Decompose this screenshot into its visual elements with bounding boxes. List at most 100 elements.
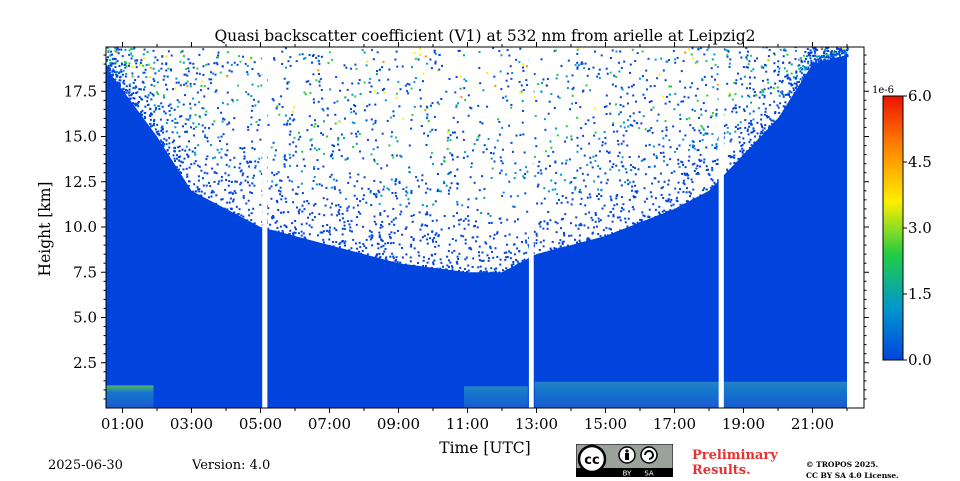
noise-pixel bbox=[705, 84, 707, 87]
noise-pixel bbox=[787, 92, 790, 95]
noise-pixel bbox=[118, 72, 121, 75]
noise-pixel bbox=[784, 75, 787, 78]
noise-pixel bbox=[605, 182, 608, 185]
noise-pixel bbox=[623, 60, 626, 63]
noise-pixel bbox=[467, 269, 470, 272]
noise-pixel bbox=[419, 97, 422, 100]
noise-pixel bbox=[799, 78, 802, 81]
noise-pixel bbox=[799, 84, 802, 87]
noise-pixel bbox=[106, 47, 109, 49]
noise-pixel bbox=[184, 122, 187, 125]
noise-pixel bbox=[668, 85, 671, 88]
noise-pixel bbox=[734, 130, 737, 133]
noise-pixel bbox=[275, 199, 278, 202]
noise-pixel bbox=[543, 197, 546, 200]
noise-pixel bbox=[803, 74, 805, 77]
noise-pixel bbox=[770, 122, 773, 125]
noise-pixel bbox=[210, 195, 213, 198]
noise-pixel bbox=[596, 75, 599, 78]
noise-pixel bbox=[321, 108, 324, 111]
noise-pixel bbox=[156, 91, 158, 94]
noise-pixel bbox=[483, 188, 486, 190]
noise-pixel bbox=[308, 224, 311, 227]
noise-pixel bbox=[447, 136, 450, 139]
noise-pixel bbox=[108, 59, 111, 62]
noise-pixel bbox=[153, 118, 156, 121]
noise-pixel bbox=[405, 205, 408, 208]
noise-pixel bbox=[205, 158, 208, 161]
noise-pixel bbox=[677, 162, 680, 165]
noise-pixel bbox=[752, 110, 755, 113]
noise-pixel bbox=[213, 171, 216, 174]
noise-pixel bbox=[604, 136, 607, 139]
noise-pixel bbox=[166, 119, 169, 121]
noise-pixel bbox=[478, 189, 481, 192]
noise-pixel bbox=[595, 154, 598, 157]
noise-pixel bbox=[667, 179, 670, 182]
noise-pixel bbox=[382, 252, 385, 255]
noise-pixel bbox=[567, 59, 570, 62]
noise-pixel bbox=[467, 223, 470, 226]
noise-pixel bbox=[750, 119, 753, 122]
noise-pixel bbox=[826, 54, 829, 57]
noise-pixel bbox=[778, 67, 781, 70]
noise-pixel bbox=[223, 207, 226, 210]
noise-pixel bbox=[737, 127, 739, 130]
noise-pixel bbox=[202, 130, 205, 133]
colorbar-tick-label: 0.0 bbox=[908, 351, 932, 369]
noise-pixel bbox=[413, 247, 416, 250]
noise-pixel bbox=[560, 201, 563, 204]
noise-pixel bbox=[346, 157, 349, 160]
noise-pixel bbox=[104, 62, 106, 64]
noise-pixel bbox=[807, 54, 810, 57]
noise-pixel bbox=[798, 64, 801, 67]
noise-pixel bbox=[397, 80, 400, 83]
noise-pixel bbox=[591, 219, 594, 222]
noise-pixel bbox=[379, 213, 382, 216]
noise-pixel bbox=[634, 167, 637, 169]
noise-pixel bbox=[438, 54, 441, 56]
noise-pixel bbox=[331, 144, 334, 147]
noise-pixel bbox=[392, 114, 395, 117]
noise-pixel bbox=[274, 221, 277, 224]
noise-pixel bbox=[201, 107, 204, 110]
noise-pixel bbox=[165, 122, 168, 124]
noise-pixel bbox=[289, 117, 291, 120]
noise-pixel bbox=[627, 125, 630, 128]
noise-pixel bbox=[408, 83, 411, 86]
noise-pixel bbox=[202, 48, 205, 51]
noise-pixel bbox=[463, 87, 466, 90]
noise-pixel bbox=[168, 136, 171, 139]
noise-pixel bbox=[451, 238, 454, 240]
noise-pixel bbox=[661, 130, 664, 133]
noise-pixel bbox=[619, 96, 622, 99]
noise-pixel bbox=[146, 50, 149, 53]
noise-pixel bbox=[654, 177, 657, 180]
noise-pixel bbox=[726, 168, 729, 171]
noise-pixel bbox=[480, 259, 483, 262]
noise-pixel bbox=[328, 51, 331, 54]
noise-pixel bbox=[109, 62, 112, 64]
noise-pixel bbox=[652, 203, 655, 206]
noise-pixel bbox=[533, 155, 536, 158]
noise-pixel bbox=[422, 265, 425, 267]
noise-pixel bbox=[247, 126, 250, 128]
noise-pixel bbox=[166, 148, 169, 151]
noise-pixel bbox=[584, 204, 587, 207]
noise-pixel bbox=[741, 83, 744, 86]
noise-pixel bbox=[121, 63, 123, 66]
noise-pixel bbox=[348, 172, 351, 175]
noise-pixel bbox=[392, 156, 395, 159]
x-axis-label: Time [UTC] bbox=[439, 439, 530, 457]
noise-pixel bbox=[726, 82, 729, 85]
noise-pixel bbox=[513, 243, 515, 246]
noise-pixel bbox=[486, 254, 489, 257]
noise-pixel bbox=[185, 82, 188, 85]
noise-pixel bbox=[375, 73, 378, 75]
noise-pixel bbox=[228, 201, 231, 204]
noise-pixel bbox=[568, 234, 571, 237]
noise-pixel bbox=[188, 140, 190, 143]
noise-pixel bbox=[193, 151, 196, 154]
noise-pixel bbox=[478, 51, 481, 54]
noise-pixel bbox=[107, 66, 109, 69]
